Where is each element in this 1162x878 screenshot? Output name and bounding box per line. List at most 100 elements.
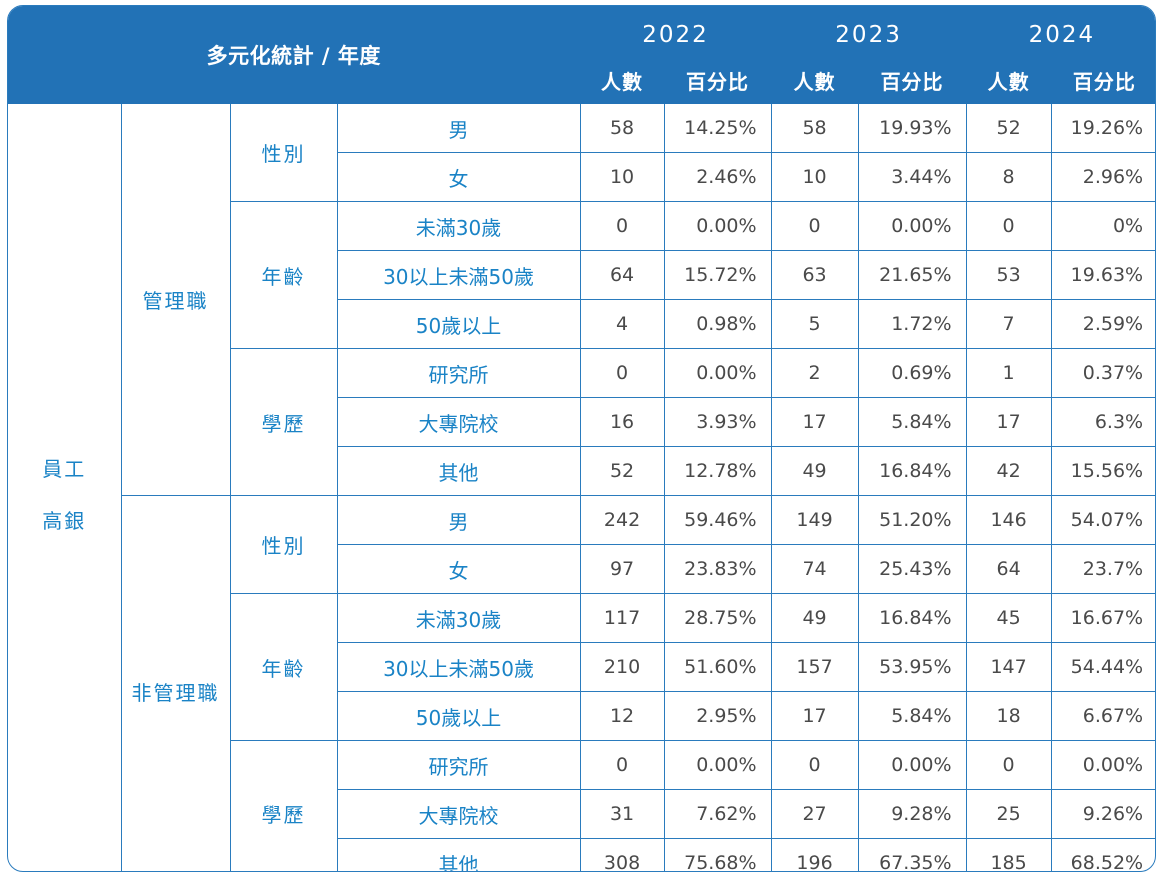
percent-cell: 23.83% [663, 544, 772, 594]
subcategory-label: 30以上未滿50歲 [337, 642, 581, 692]
table-row: 年齡 未滿30歲 0 0.00% 0 0.00% 0 0% [8, 201, 1155, 349]
header-row-subheaders: 人數 百分比 人數 百分比 人數 百分比 [8, 57, 1155, 104]
subcategory-label: 男 [336, 103, 581, 153]
percent-cell: 59.46% [663, 495, 772, 545]
diversity-statistics-table-container: 多元化統計 / 年度 2022 2023 2024 人數 百分比 人數 百分比 … [7, 5, 1156, 872]
subcategory-label: 50歲以上 [337, 299, 581, 349]
percent-cell: 68.52% [1050, 838, 1155, 871]
year-header-2024: 2024 [965, 6, 1155, 58]
percent-cell: 16.84% [857, 593, 967, 643]
table-row: 其他 52 12.78% 49 16.84% 42 15.56% [8, 446, 1155, 496]
count-cell: 185 [965, 838, 1052, 871]
table-row: 非管理職 性別男 242 59.46% 149 51.20% 146 54.07% [8, 495, 1155, 871]
count-cell: 17 [770, 691, 859, 741]
count-cell: 17 [770, 397, 859, 447]
subcategory-label: 30以上未滿50歲 [337, 250, 581, 300]
count-cell: 242 [579, 495, 665, 545]
count-cell: 4 [579, 299, 665, 349]
subheader-count: 人數 [965, 57, 1052, 104]
count-cell: 8 [965, 152, 1052, 202]
percent-cell: 2.95% [663, 691, 772, 741]
percent-cell: 14.25% [663, 103, 772, 153]
percent-cell: 54.07% [1050, 495, 1155, 545]
count-cell: 2 [770, 348, 859, 398]
subcategory-label: 女 [337, 152, 581, 202]
percent-cell: 7.62% [663, 789, 772, 839]
percent-cell: 28.75% [663, 593, 772, 643]
header-row-years: 多元化統計 / 年度 2022 2023 2024 [8, 6, 1155, 104]
count-cell: 157 [770, 642, 859, 692]
count-cell: 49 [770, 593, 859, 643]
subcategory-label: 研究所 [336, 348, 581, 398]
percent-cell: 51.20% [857, 495, 967, 545]
count-cell: 27 [770, 789, 859, 839]
subheader-percent: 百分比 [857, 57, 967, 104]
count-cell: 17 [965, 397, 1052, 447]
subcategory-label: 大專院校 [337, 789, 581, 839]
table-row: 50歲以上 12 2.95% 17 5.84% 18 6.67% [8, 691, 1155, 741]
percent-cell: 25.43% [857, 544, 967, 594]
group-label-line: 高銀 [42, 509, 87, 534]
percent-cell: 15.72% [663, 250, 772, 300]
table-row: 其他 308 75.68% 196 67.35% 185 68.52% [8, 838, 1155, 871]
table-row: 30以上未滿50歲 64 15.72% 63 21.65% 53 19.63% [8, 250, 1155, 300]
percent-cell: 0.00% [857, 201, 967, 251]
category-label: 學歷 [230, 740, 338, 871]
subcategory-label: 男 [336, 495, 581, 545]
percent-cell: 15.56% [1050, 446, 1155, 496]
count-cell: 31 [579, 789, 665, 839]
percent-cell: 2.46% [663, 152, 772, 202]
count-cell: 18 [965, 691, 1052, 741]
percent-cell: 21.65% [857, 250, 967, 300]
subheader-percent: 百分比 [663, 57, 772, 104]
percent-cell: 19.26% [1050, 103, 1155, 153]
percent-cell: 1.72% [857, 299, 967, 349]
percent-cell: 2.96% [1050, 152, 1155, 202]
count-cell: 12 [579, 691, 665, 741]
count-cell: 64 [579, 250, 665, 300]
table-row: 女 97 23.83% 74 25.43% 64 23.7% [8, 544, 1155, 594]
count-cell: 97 [579, 544, 665, 594]
category-label: 性別 [229, 103, 338, 202]
count-cell: 42 [965, 446, 1052, 496]
percent-cell: 3.44% [857, 152, 967, 202]
count-cell: 7 [965, 299, 1052, 349]
percent-cell: 54.44% [1050, 642, 1155, 692]
count-cell: 58 [770, 103, 859, 153]
count-cell: 1 [965, 348, 1052, 398]
year-header-2022: 2022 [579, 6, 772, 58]
count-cell: 0 [579, 201, 665, 251]
count-cell: 308 [579, 838, 665, 871]
count-cell: 45 [965, 593, 1052, 643]
table-row: 30以上未滿50歲 210 51.60% 157 53.95% 147 54.44% [8, 642, 1155, 692]
percent-cell: 6.67% [1050, 691, 1155, 741]
count-cell: 52 [579, 446, 665, 496]
category-label: 學歷 [230, 348, 338, 496]
diversity-statistics-table: 多元化統計 / 年度 2022 2023 2024 人數 百分比 人數 百分比 … [8, 6, 1155, 871]
count-cell: 52 [965, 103, 1052, 153]
count-cell: 74 [770, 544, 859, 594]
count-cell: 64 [965, 544, 1052, 594]
count-cell: 10 [770, 152, 859, 202]
percent-cell: 6.3% [1050, 397, 1155, 447]
percent-cell: 3.93% [663, 397, 772, 447]
group-label-line: 員工 [42, 457, 87, 482]
percent-cell: 12.78% [663, 446, 772, 496]
percent-cell: 9.28% [857, 789, 967, 839]
percent-cell: 0.37% [1050, 348, 1155, 398]
subheader-count: 人數 [579, 57, 665, 104]
count-cell: 146 [965, 495, 1052, 545]
percent-cell: 53.95% [857, 642, 967, 692]
count-cell: 196 [770, 838, 859, 871]
percent-cell: 0.00% [663, 740, 772, 790]
percent-cell: 51.60% [663, 642, 772, 692]
subcategory-label: 未滿30歲 [336, 201, 581, 251]
count-cell: 0 [770, 740, 859, 790]
count-cell: 0 [579, 348, 665, 398]
year-header-2023: 2023 [770, 6, 967, 58]
table-row: 學歷 研究所 0 0.00% 0 0.00% 0 0.00% [8, 740, 1155, 871]
count-cell: 5 [770, 299, 859, 349]
percent-cell: 5.84% [857, 397, 967, 447]
count-cell: 0 [770, 201, 859, 251]
category-label: 性別 [229, 495, 338, 594]
